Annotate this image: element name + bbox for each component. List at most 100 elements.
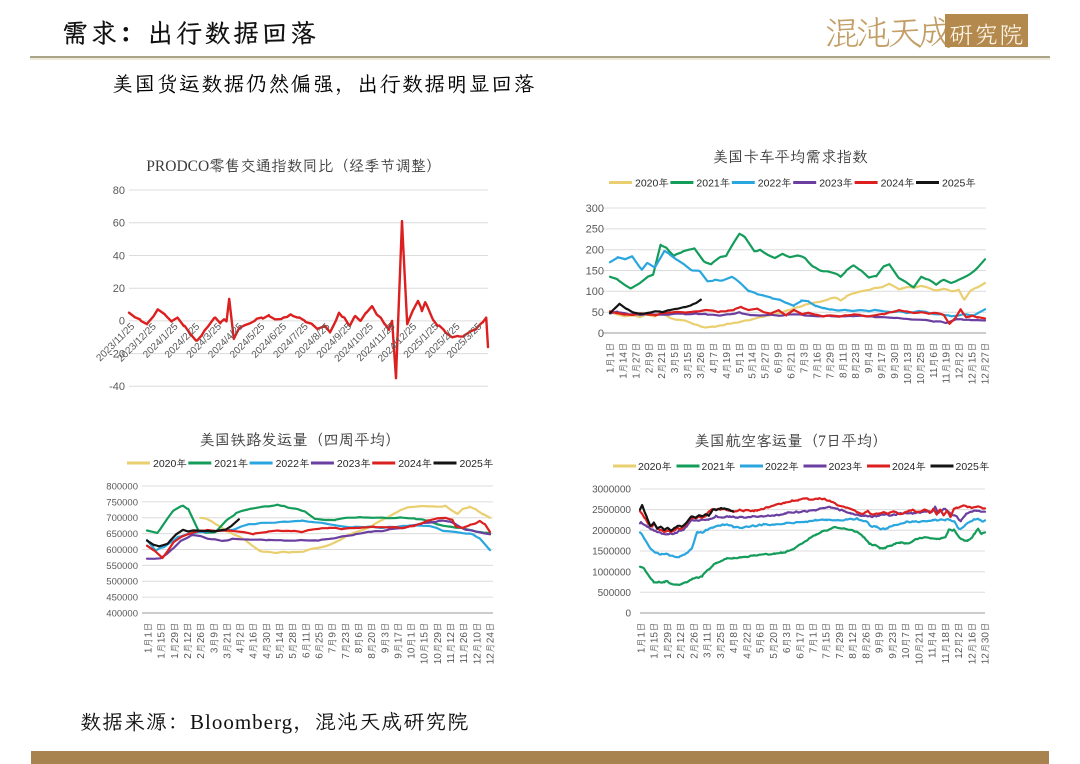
svg-text:12月15日: 12月15日 <box>968 342 979 384</box>
svg-text:11月18日: 11月18日 <box>941 622 952 664</box>
svg-text:40: 40 <box>113 250 125 262</box>
svg-text:9月4日: 9月4日 <box>864 342 875 373</box>
svg-text:12月16日: 12月16日 <box>967 622 978 664</box>
svg-text:100: 100 <box>586 286 604 298</box>
svg-text:9月17日: 9月17日 <box>877 342 888 379</box>
svg-text:9月9日: 9月9日 <box>875 622 886 653</box>
svg-text:7月29日: 7月29日 <box>825 342 836 379</box>
svg-text:2020年: 2020年 <box>638 461 672 473</box>
svg-text:4月30日: 4月30日 <box>262 622 273 659</box>
svg-text:5月1日: 5月1日 <box>735 342 746 373</box>
svg-text:7月29日: 7月29日 <box>835 622 846 659</box>
svg-text:1月14日: 1月14日 <box>618 342 629 379</box>
svg-text:9月23日: 9月23日 <box>888 622 899 659</box>
svg-text:700000: 700000 <box>106 513 138 524</box>
svg-text:10月21日: 10月21日 <box>914 622 925 664</box>
svg-text:750000: 750000 <box>106 497 138 508</box>
svg-text:150: 150 <box>586 265 604 277</box>
svg-text:6月21日: 6月21日 <box>787 342 798 379</box>
svg-text:1500000: 1500000 <box>592 547 631 558</box>
svg-text:2020年: 2020年 <box>635 178 669 190</box>
svg-text:2000000: 2000000 <box>592 526 631 537</box>
svg-text:11月12日: 11月12日 <box>446 622 457 664</box>
svg-text:2024年: 2024年 <box>881 178 915 190</box>
svg-text:3月26日: 3月26日 <box>696 342 707 379</box>
svg-text:400000: 400000 <box>106 608 138 619</box>
svg-text:5月14日: 5月14日 <box>275 622 286 659</box>
svg-text:200: 200 <box>586 245 604 257</box>
svg-text:10月13日: 10月13日 <box>903 342 914 384</box>
svg-text:2021年: 2021年 <box>702 461 736 473</box>
svg-text:8月11日: 8月11日 <box>838 342 849 378</box>
svg-text:3月21日: 3月21日 <box>222 622 233 659</box>
svg-text:2月12日: 2月12日 <box>676 622 687 659</box>
svg-text:6月9日: 6月9日 <box>774 342 785 373</box>
svg-text:5月14日: 5月14日 <box>748 342 759 379</box>
svg-text:美国航空客运量（7日平均）: 美国航空客运量（7日平均） <box>694 433 888 450</box>
svg-text:3月25日: 3月25日 <box>716 622 727 659</box>
svg-text:0: 0 <box>598 328 604 340</box>
svg-text:6月3日: 6月3日 <box>782 622 793 653</box>
svg-text:11月6日: 11月6日 <box>929 342 940 378</box>
svg-text:550000: 550000 <box>106 561 138 572</box>
svg-text:7月15日: 7月15日 <box>822 622 833 659</box>
svg-text:0: 0 <box>119 316 125 328</box>
svg-text:9月3日: 9月3日 <box>380 622 391 653</box>
svg-text:500000: 500000 <box>598 588 632 599</box>
svg-text:2月9日: 2月9日 <box>644 342 655 373</box>
svg-text:80: 80 <box>113 185 125 197</box>
svg-text:2024年: 2024年 <box>892 461 926 473</box>
svg-text:5月6日: 5月6日 <box>756 622 767 653</box>
svg-text:-40: -40 <box>109 381 125 393</box>
svg-text:20: 20 <box>113 283 125 295</box>
svg-text:2025年: 2025年 <box>460 458 494 470</box>
svg-text:12月2日: 12月2日 <box>955 342 966 379</box>
svg-text:7月16日: 7月16日 <box>812 342 823 379</box>
svg-text:2月26日: 2月26日 <box>689 622 700 659</box>
svg-text:1月15日: 1月15日 <box>157 622 168 659</box>
svg-text:3月15日: 3月15日 <box>683 342 694 379</box>
svg-text:450000: 450000 <box>106 593 138 604</box>
svg-text:2月21日: 2月21日 <box>657 342 668 379</box>
svg-text:2023年: 2023年 <box>337 458 371 470</box>
svg-text:6月17日: 6月17日 <box>795 622 806 659</box>
svg-text:7月1日: 7月1日 <box>809 622 820 653</box>
svg-text:12月30日: 12月30日 <box>981 622 992 664</box>
svg-text:11月26日: 11月26日 <box>459 622 470 664</box>
svg-text:2023年: 2023年 <box>829 461 863 473</box>
svg-text:8月26日: 8月26日 <box>861 622 872 659</box>
svg-text:60: 60 <box>113 218 125 230</box>
svg-text:650000: 650000 <box>106 529 138 540</box>
svg-text:3月5日: 3月5日 <box>670 342 681 373</box>
svg-text:2020年: 2020年 <box>153 458 187 470</box>
svg-text:7月9日: 7月9日 <box>328 622 339 653</box>
svg-text:1月29日: 1月29日 <box>170 622 181 659</box>
svg-text:1月27日: 1月27日 <box>631 342 642 379</box>
svg-text:1月15日: 1月15日 <box>650 622 661 659</box>
svg-text:9月30日: 9月30日 <box>890 342 901 379</box>
svg-text:2月26日: 2月26日 <box>196 622 207 659</box>
svg-text:4月22日: 4月22日 <box>742 622 753 659</box>
svg-text:4月2日: 4月2日 <box>236 622 247 653</box>
svg-text:5月27日: 5月27日 <box>761 342 772 379</box>
svg-text:7月3日: 7月3日 <box>800 342 811 373</box>
svg-text:300: 300 <box>586 203 604 215</box>
svg-text:8月6日: 8月6日 <box>354 622 365 653</box>
svg-text:美国铁路发运量（四周平均）: 美国铁路发运量（四周平均） <box>199 432 401 449</box>
svg-text:-20: -20 <box>109 348 125 360</box>
svg-text:600000: 600000 <box>106 545 138 556</box>
svg-text:2021年: 2021年 <box>696 178 730 190</box>
svg-text:4月16日: 4月16日 <box>249 622 260 659</box>
svg-text:12月2日: 12月2日 <box>954 622 965 659</box>
svg-text:2025年: 2025年 <box>956 461 990 473</box>
svg-text:8月12日: 8月12日 <box>848 622 859 659</box>
svg-text:2023年: 2023年 <box>819 178 853 190</box>
svg-text:0: 0 <box>625 609 631 620</box>
svg-text:2022年: 2022年 <box>276 458 310 470</box>
svg-text:500000: 500000 <box>106 577 138 588</box>
svg-text:3000000: 3000000 <box>592 485 631 496</box>
svg-text:8月20日: 8月20日 <box>367 622 378 659</box>
svg-text:美国卡车平均需求指数: 美国卡车平均需求指数 <box>712 149 867 166</box>
svg-text:12月10日: 12月10日 <box>472 622 483 664</box>
svg-text:1月1日: 1月1日 <box>637 622 648 653</box>
